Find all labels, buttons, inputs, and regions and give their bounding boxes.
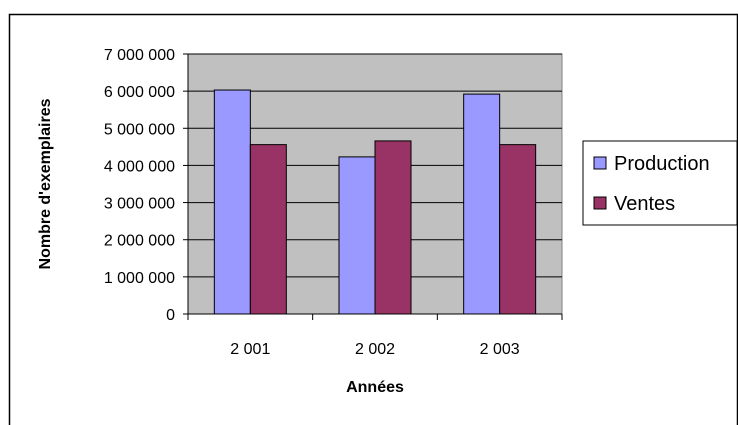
bar-production [213, 89, 251, 315]
bar-production [338, 156, 376, 315]
axes [187, 54, 562, 315]
legend-swatch-production [593, 156, 607, 170]
y-ticks: 0 1 000 000 2 000 000 3 000 000 4 000 000 5 0… [104, 47, 188, 324]
x-ticks: 2 001 2 002 2 003 [187, 314, 563, 358]
bar-ventes [499, 144, 537, 315]
bars [213, 89, 537, 315]
y-tick-label: 6 000 000 [104, 84, 175, 101]
x-tick-label: 2 003 [480, 341, 520, 358]
legend-label-production: Production [614, 153, 710, 175]
y-tick-label: 5 000 000 [104, 121, 175, 138]
bar-ventes [249, 144, 287, 315]
y-tick-label: 4 000 000 [104, 158, 175, 175]
y-tick-label: 7 000 000 [104, 47, 175, 64]
y-tick-label: 1 000 000 [104, 270, 175, 287]
y-tick-label: 3 000 000 [104, 196, 175, 213]
legend-label-ventes: Ventes [614, 193, 675, 215]
y-tick-label: 0 [166, 307, 175, 324]
x-axis-title: Années [346, 379, 404, 396]
legend-box [582, 140, 738, 226]
legend-swatch-ventes [593, 196, 607, 210]
bar-production [463, 93, 501, 315]
y-tick-label: 2 000 000 [104, 233, 175, 250]
y-axis-title: Nombre d'exemplaires [37, 98, 54, 269]
bar-ventes [374, 140, 412, 315]
x-tick-label: 2 001 [230, 341, 270, 358]
x-tick-label: 2 002 [355, 341, 395, 358]
legend: Production Ventes [582, 140, 738, 226]
